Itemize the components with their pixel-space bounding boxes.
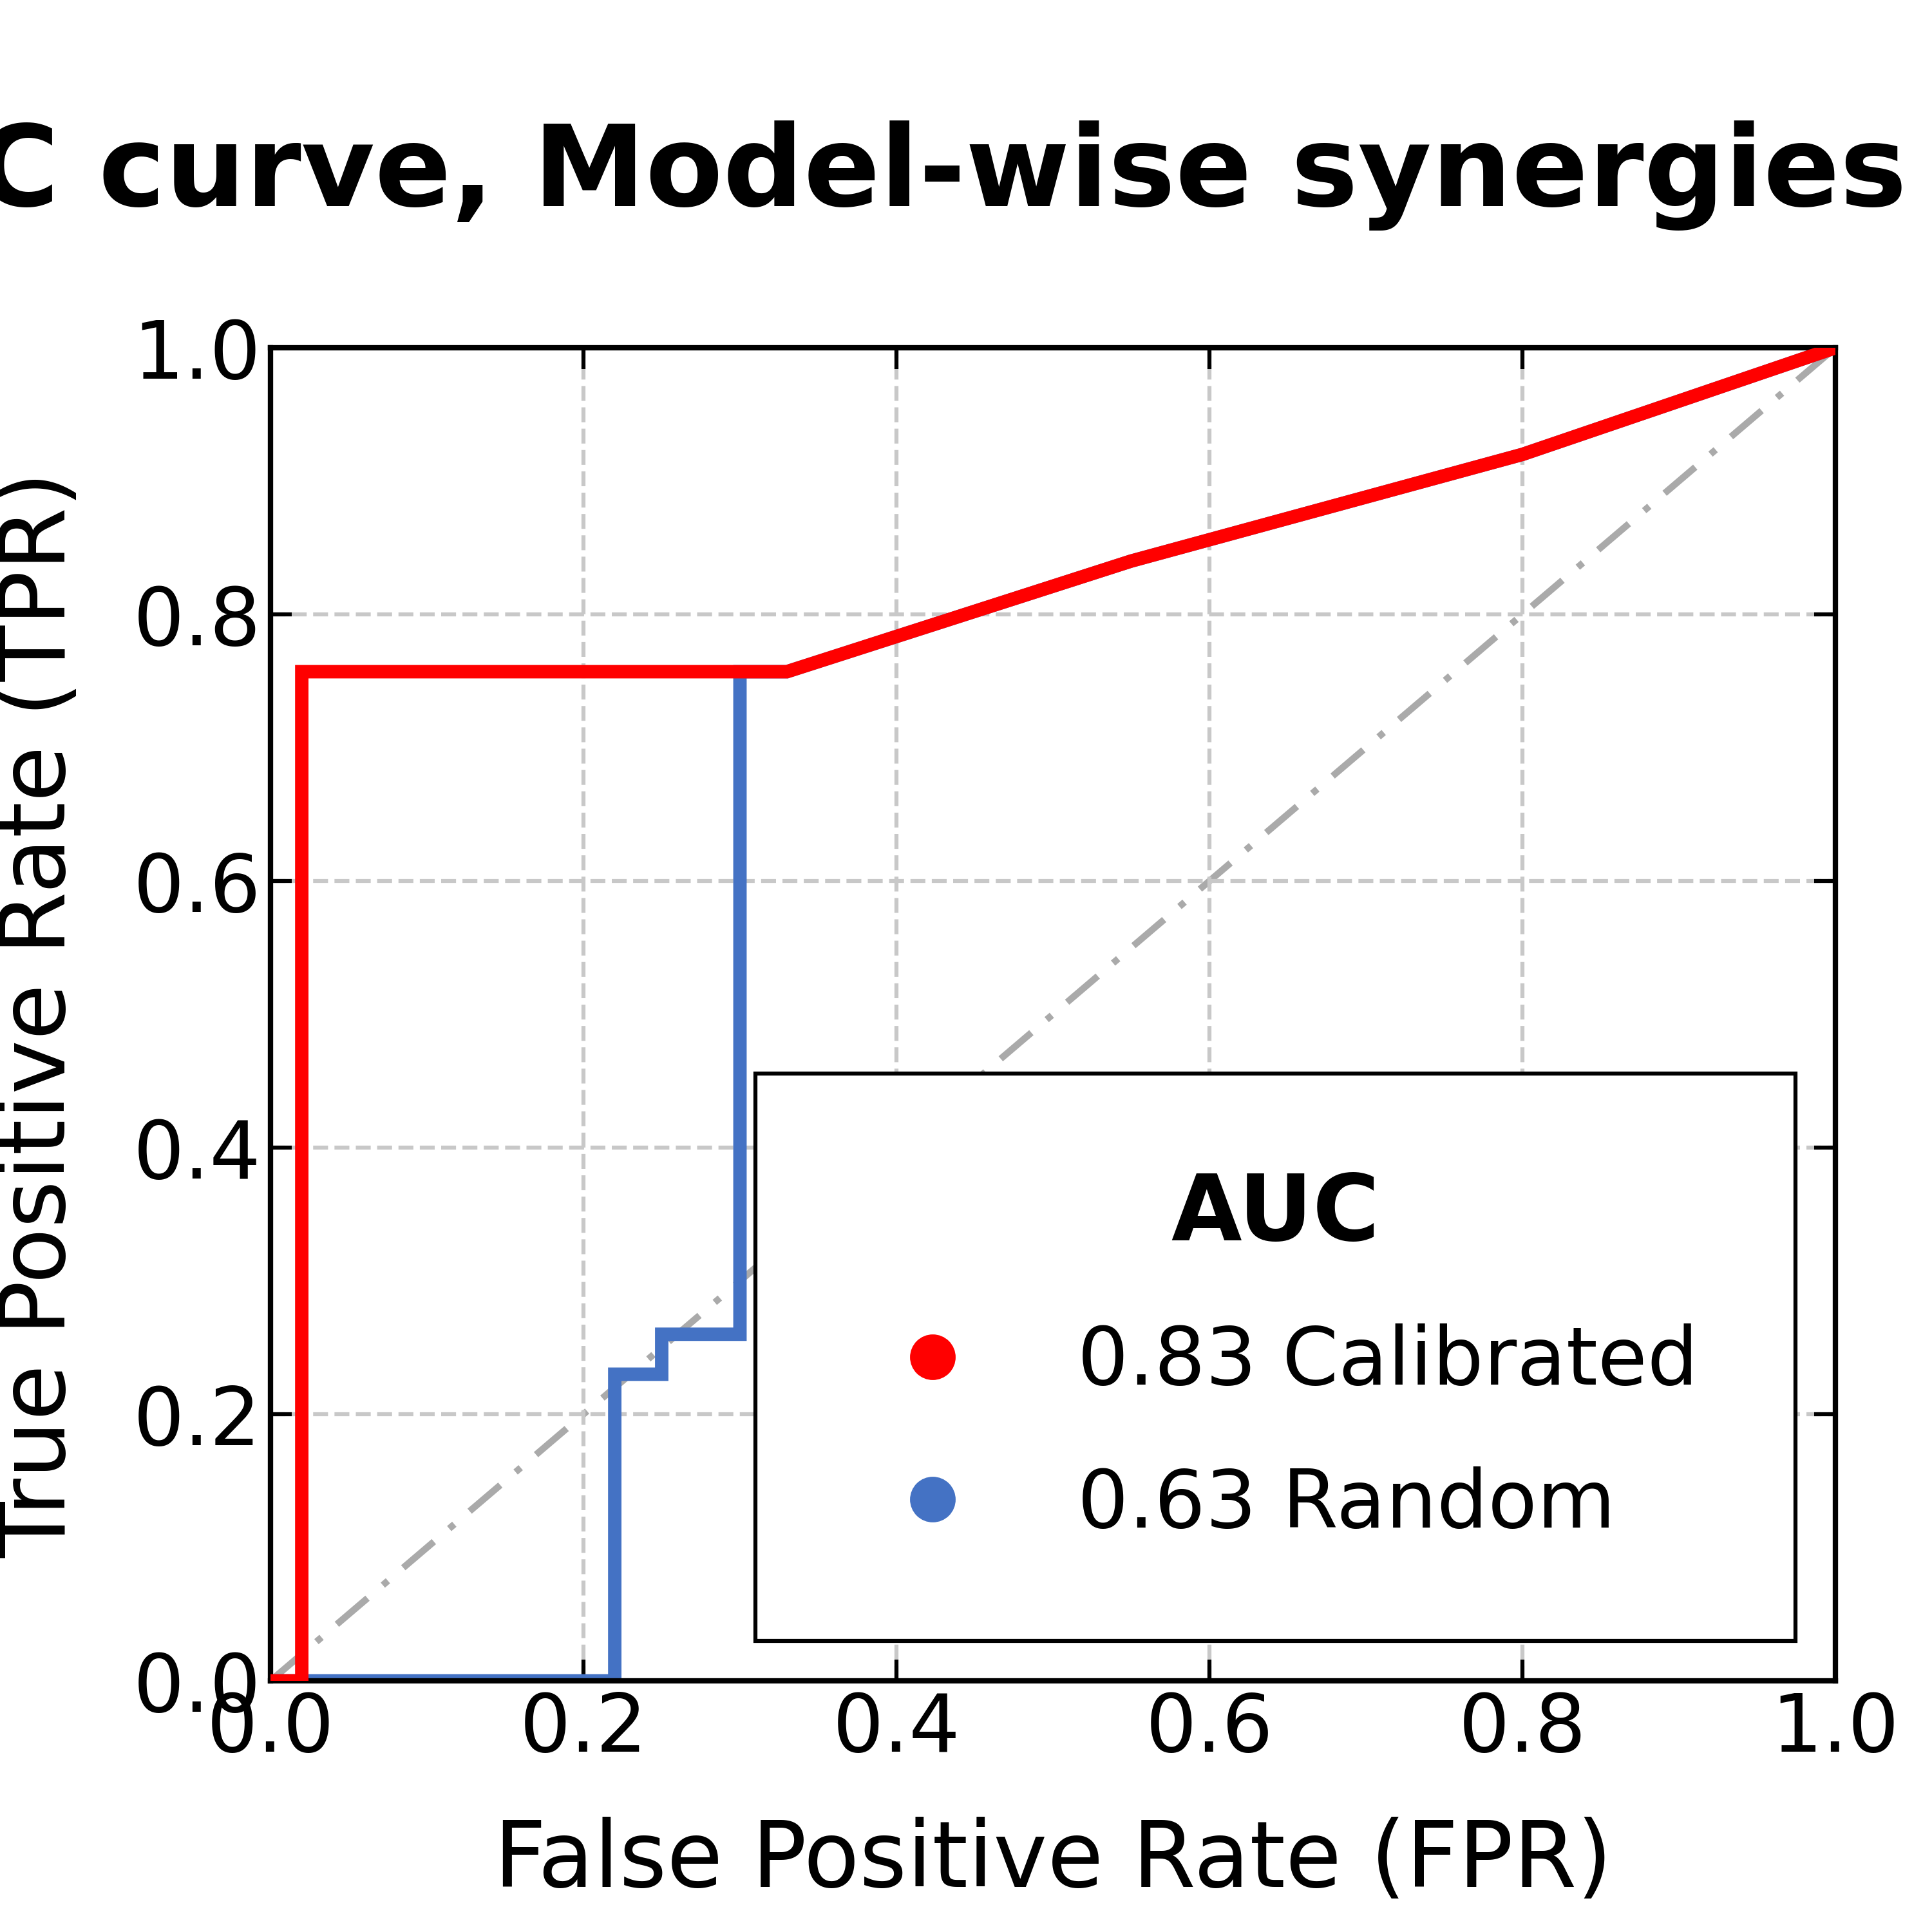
Title: ROC curve, Model-wise synergies (HSA): ROC curve, Model-wise synergies (HSA): [0, 120, 1932, 230]
X-axis label: False Positive Rate (FPR): False Positive Rate (FPR): [495, 1816, 1611, 1907]
Legend: 0.83 Calibrated, 0.63 Random: 0.83 Calibrated, 0.63 Random: [755, 1074, 1795, 1640]
Y-axis label: True Positive Rate (TPR): True Positive Rate (TPR): [0, 471, 85, 1557]
